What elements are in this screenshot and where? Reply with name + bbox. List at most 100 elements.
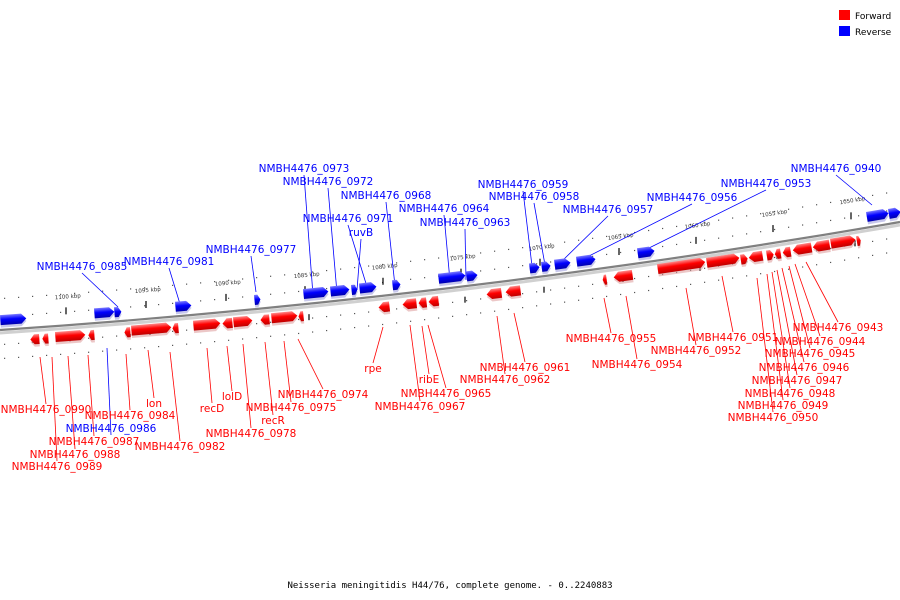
reverse-gene-label[interactable]: NMBH4476_0940	[791, 163, 882, 175]
forward-gene[interactable]	[602, 274, 608, 288]
forward-gene[interactable]	[856, 235, 862, 249]
reverse-gene[interactable]	[330, 284, 350, 299]
reverse-gene[interactable]	[888, 207, 900, 222]
reverse-gene[interactable]	[576, 254, 597, 270]
reverse-gene[interactable]	[438, 271, 466, 287]
forward-gene[interactable]	[792, 242, 813, 258]
reverse-gene-label[interactable]: NMBH4476_0953	[721, 178, 812, 190]
forward-gene-label[interactable]: NMBH4476_0946	[759, 362, 850, 374]
forward-gene-label[interactable]: ribE	[419, 374, 440, 386]
forward-gene[interactable]	[260, 314, 271, 328]
reverse-gene-label[interactable]: NMBH4476_0971	[303, 213, 394, 225]
reverse-gene-label[interactable]: NMBH4476_0985	[37, 261, 128, 273]
reverse-gene[interactable]	[0, 313, 27, 328]
reverse-gene[interactable]	[392, 279, 401, 293]
reverse-gene-label[interactable]: NMBH4476_0958	[489, 191, 580, 203]
reverse-gene-label[interactable]: ruvB	[349, 227, 373, 239]
forward-gene-label[interactable]: NMBH4476_0967	[375, 401, 466, 413]
forward-gene[interactable]	[378, 301, 391, 315]
forward-gene[interactable]	[428, 295, 440, 310]
reverse-gene-label[interactable]: NMBH4476_0963	[420, 217, 511, 229]
forward-gene[interactable]	[706, 253, 741, 271]
reverse-gene[interactable]	[466, 270, 478, 284]
forward-gene-label[interactable]: NMBH4476_0989	[12, 461, 103, 473]
forward-gene[interactable]	[402, 298, 418, 312]
forward-gene-label[interactable]: NMBH4476_0952	[651, 345, 742, 357]
forward-gene-label[interactable]: NMBH4476_0949	[738, 400, 829, 412]
reverse-gene-label[interactable]: NMBH4476_0956	[647, 192, 738, 204]
forward-gene[interactable]	[486, 287, 503, 302]
reverse-gene[interactable]	[541, 261, 552, 275]
forward-gene[interactable]	[131, 322, 172, 339]
reverse-gene-label[interactable]: NMBH4476_0968	[341, 190, 432, 202]
reverse-gene[interactable]	[554, 258, 572, 273]
reverse-gene-label[interactable]: NMBH4476_0972	[283, 176, 374, 188]
forward-gene-label[interactable]: NMBH4476_0990	[1, 404, 92, 416]
forward-gene[interactable]	[222, 317, 234, 331]
reverse-gene[interactable]	[866, 208, 890, 225]
reverse-gene[interactable]	[114, 306, 122, 320]
forward-gene[interactable]	[172, 322, 180, 336]
forward-gene-label[interactable]: NMBH4476_0944	[775, 336, 866, 348]
forward-gene[interactable]	[271, 311, 298, 326]
reverse-gene[interactable]	[175, 300, 192, 315]
reverse-gene[interactable]	[351, 284, 358, 298]
forward-gene[interactable]	[766, 249, 775, 263]
forward-gene-label[interactable]: NMBH4476_0947	[752, 375, 843, 387]
forward-gene[interactable]	[418, 297, 428, 311]
forward-gene[interactable]	[657, 257, 706, 277]
forward-gene[interactable]	[30, 333, 40, 347]
forward-gene-label[interactable]: NMBH4476_0951	[688, 332, 779, 344]
forward-gene[interactable]	[505, 285, 522, 300]
forward-gene[interactable]	[88, 329, 95, 343]
forward-gene[interactable]	[748, 250, 764, 266]
forward-gene-label[interactable]: NMBH4476_0984	[85, 410, 176, 422]
forward-gene-label[interactable]: NMBH4476_0974	[278, 389, 369, 401]
forward-gene[interactable]	[298, 311, 305, 324]
forward-gene-label[interactable]: NMBH4476_0943	[793, 322, 884, 334]
forward-gene-label[interactable]: NMBH4476_0987	[49, 436, 140, 448]
reverse-gene[interactable]	[254, 294, 261, 308]
forward-gene[interactable]	[124, 327, 131, 340]
forward-gene-label[interactable]: NMBH4476_0982	[135, 441, 226, 453]
forward-gene-label[interactable]: recR	[261, 415, 285, 427]
forward-gene[interactable]	[830, 235, 857, 252]
reverse-gene-label[interactable]: NMBH4476_0977	[206, 244, 297, 256]
forward-gene-label[interactable]: NMBH4476_0988	[30, 449, 121, 461]
forward-gene[interactable]	[613, 269, 634, 285]
forward-gene-label[interactable]: NMBH4476_0961	[480, 362, 571, 374]
forward-gene-label[interactable]: NMBH4476_0955	[566, 333, 657, 345]
forward-gene-label[interactable]: lon	[146, 398, 162, 410]
reverse-gene[interactable]	[637, 246, 656, 261]
forward-gene-label[interactable]: NMBH4476_0965	[401, 388, 492, 400]
reverse-gene[interactable]	[529, 262, 541, 276]
reverse-gene-label[interactable]: NMBH4476_0986	[66, 423, 157, 435]
forward-gene-label[interactable]: lolD	[222, 391, 242, 403]
forward-gene[interactable]	[740, 254, 749, 268]
forward-gene[interactable]	[193, 318, 221, 334]
reverse-gene-label[interactable]: NMBH4476_0973	[259, 163, 350, 175]
forward-gene-label[interactable]: recD	[200, 403, 224, 415]
forward-gene-label[interactable]: NMBH4476_0945	[765, 348, 856, 360]
forward-gene-label[interactable]: NMBH4476_0975	[246, 402, 337, 414]
reverse-gene[interactable]	[303, 287, 329, 302]
forward-gene[interactable]	[812, 239, 831, 255]
forward-gene-label[interactable]: NMBH4476_0978	[206, 428, 297, 440]
forward-gene-label[interactable]: NMBH4476_0948	[745, 388, 836, 400]
forward-gene[interactable]	[774, 248, 782, 262]
forward-gene-label[interactable]: NMBH4476_0950	[728, 412, 819, 424]
reverse-gene-label[interactable]: NMBH4476_0959	[478, 179, 569, 191]
reverse-gene-label[interactable]: NMBH4476_0957	[563, 204, 654, 216]
reverse-gene-label[interactable]: NMBH4476_0964	[399, 203, 490, 215]
forward-gene[interactable]	[782, 246, 792, 261]
legend-reverse-swatch	[839, 26, 850, 36]
reverse-gene[interactable]	[359, 282, 377, 296]
forward-gene[interactable]	[233, 315, 253, 330]
forward-gene[interactable]	[42, 333, 49, 347]
reverse-gene-label[interactable]: NMBH4476_0981	[124, 256, 215, 268]
forward-gene-label[interactable]: NMBH4476_0954	[592, 359, 683, 371]
forward-gene-label[interactable]: NMBH4476_0962	[460, 374, 551, 386]
reverse-gene[interactable]	[94, 307, 115, 321]
forward-gene[interactable]	[55, 330, 86, 345]
forward-gene-label[interactable]: rpe	[364, 363, 381, 375]
